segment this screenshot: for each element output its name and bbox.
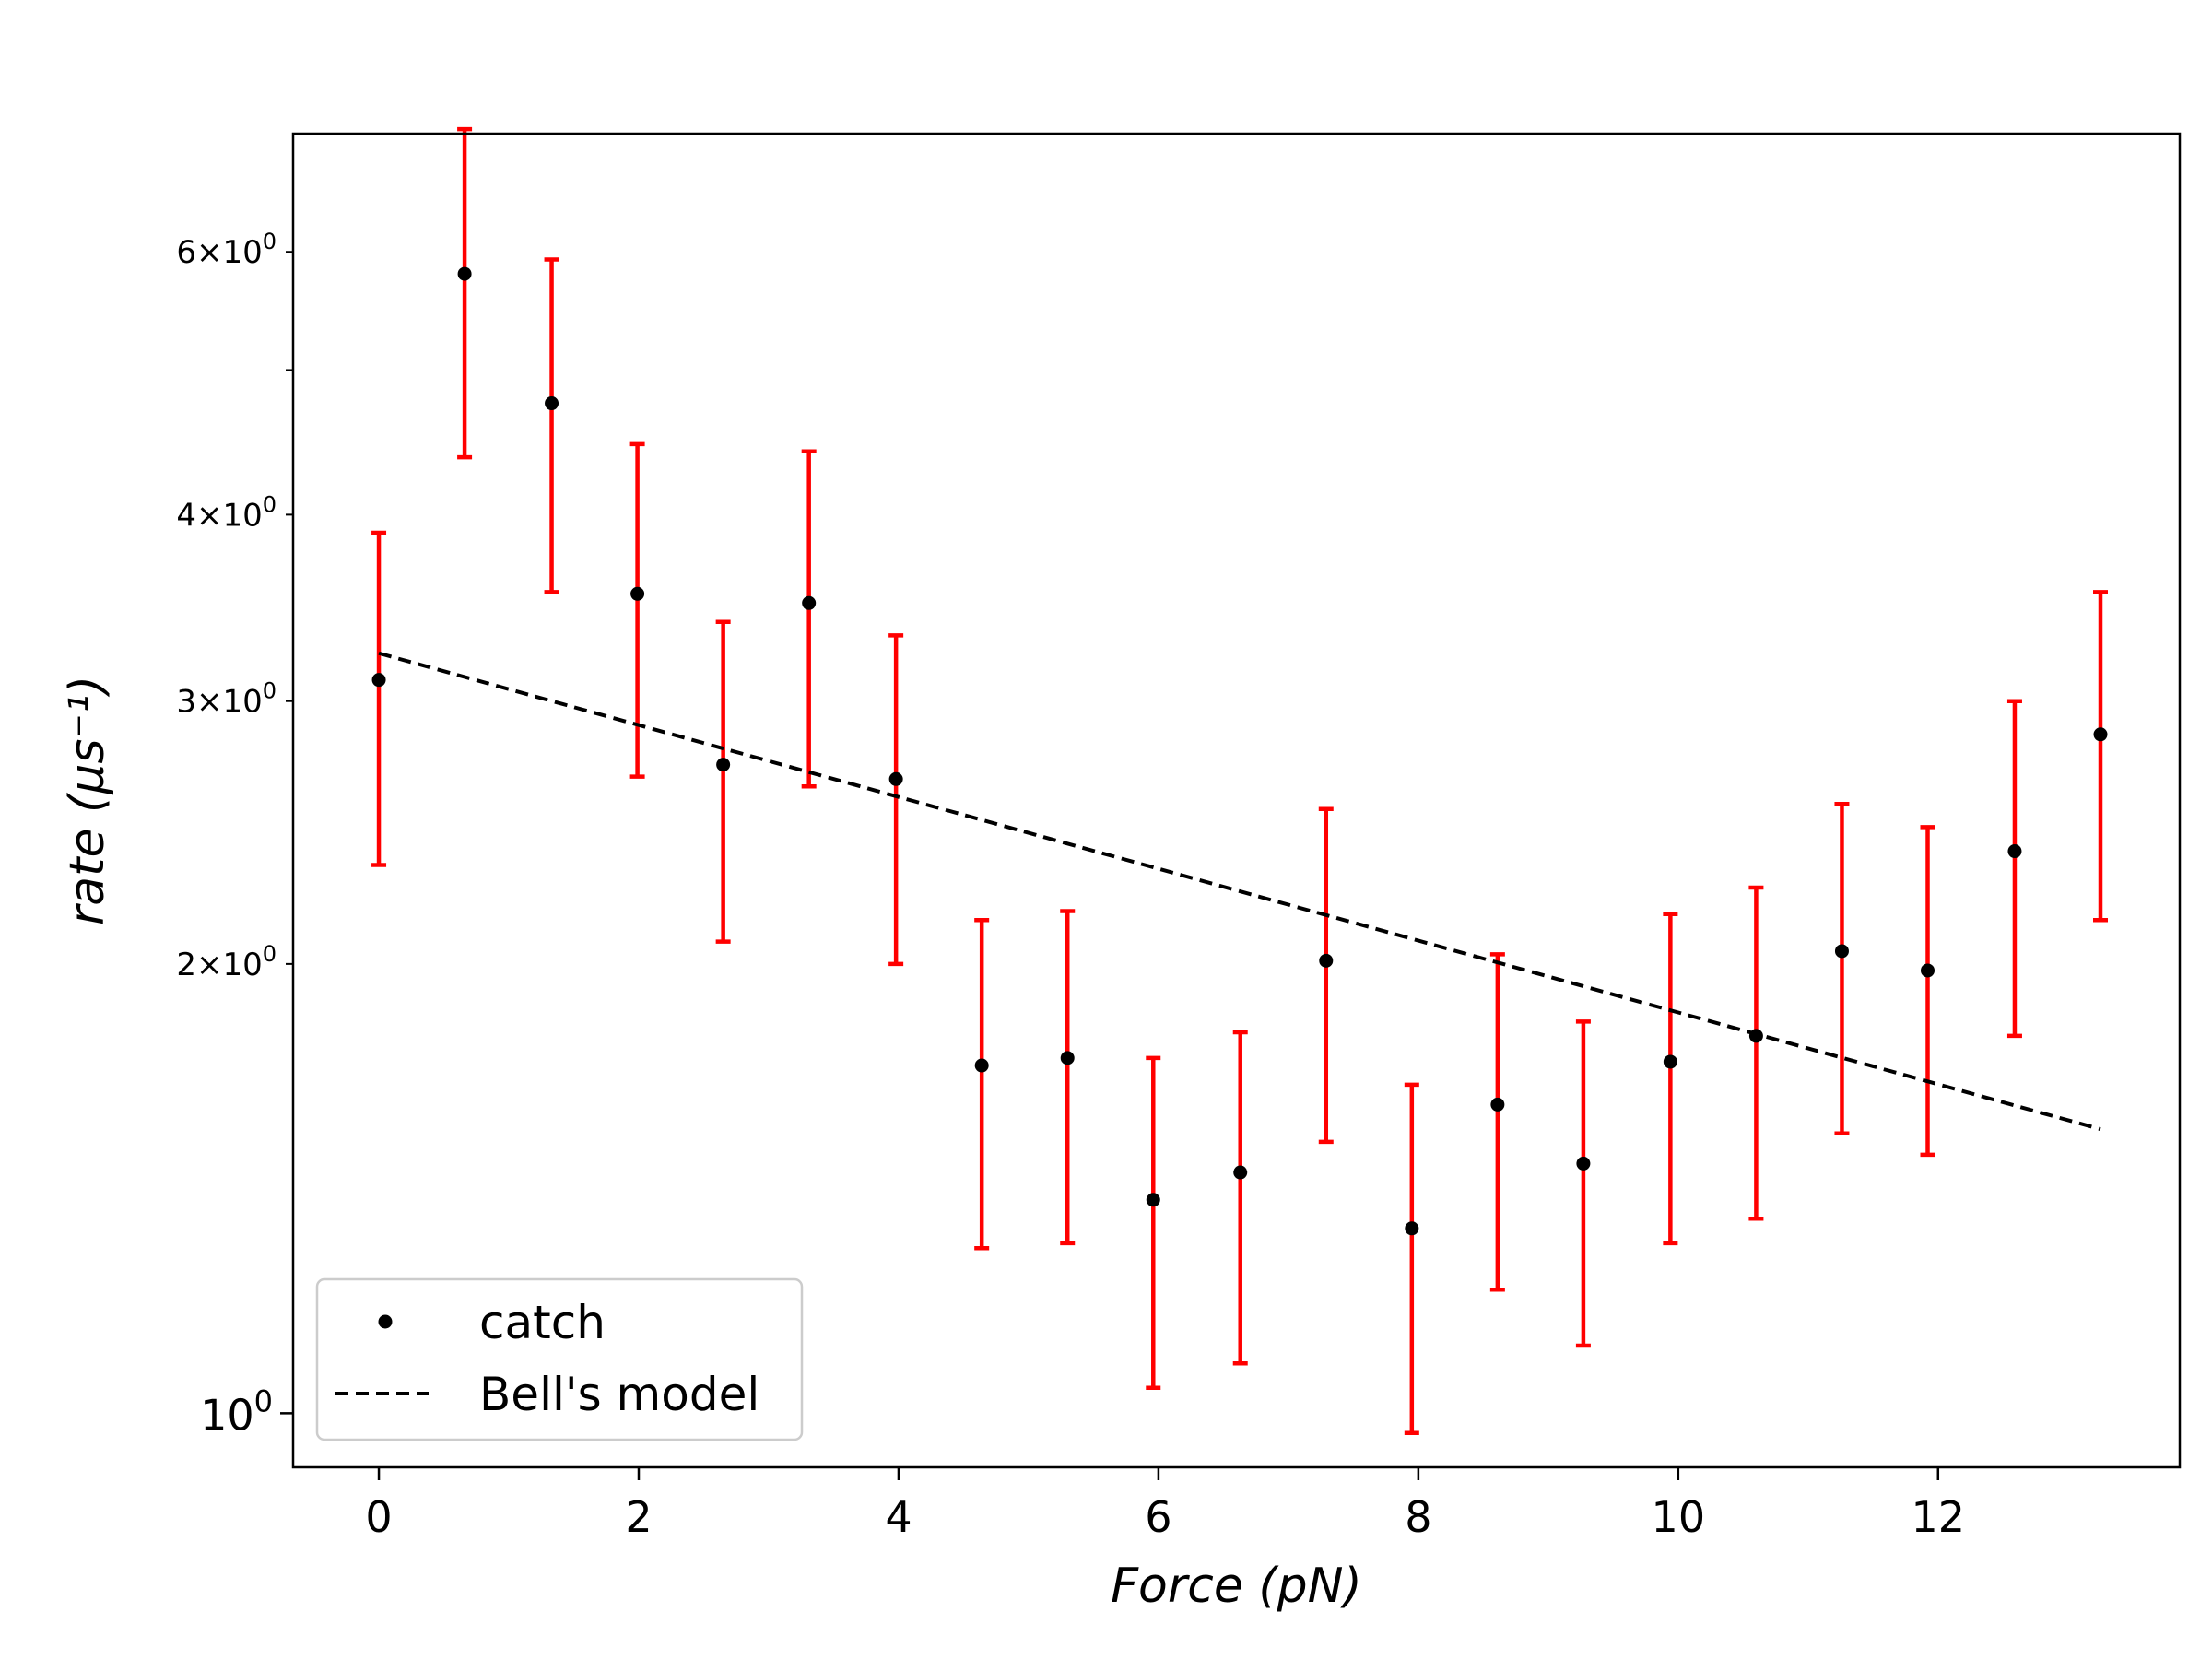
x-tick-label: 2	[625, 1492, 652, 1542]
data-point	[1146, 1193, 1160, 1207]
data-point	[1319, 953, 1334, 968]
legend: catch Bell's model	[315, 1277, 804, 1441]
legend-frame	[315, 1277, 804, 1441]
legend-marker-catch	[378, 1314, 393, 1329]
x-axis-label: Force (pN)	[1111, 1559, 1362, 1614]
data-point	[545, 396, 559, 411]
series-line-bells-model	[378, 651, 2101, 1132]
x-tick-label: 12	[1912, 1492, 1966, 1542]
plot-area: 0 2 4 6 8 10 12 100 2×100 3×100 4×100 6×100 Force (p…	[60, 126, 2182, 1614]
data-point	[1576, 1156, 1591, 1171]
data-point	[1490, 1097, 1505, 1112]
axes-frame	[291, 132, 2182, 1469]
data-point	[1233, 1165, 1248, 1180]
data-point	[1748, 1029, 1763, 1043]
y-tick-label: 100	[200, 1383, 273, 1440]
x-tick-label: 10	[1652, 1492, 1706, 1542]
data-point	[1663, 1054, 1677, 1069]
y-tick-label: 6×100	[176, 229, 276, 271]
y-axis-label: rate (μs⁻¹)	[60, 676, 115, 925]
data-point	[974, 1058, 989, 1073]
x-tick-label: 8	[1405, 1492, 1431, 1542]
data-point	[371, 673, 386, 688]
legend-label-bells-model: Bell's model	[479, 1368, 759, 1421]
data-point	[888, 771, 903, 786]
legend-label-catch: catch	[479, 1296, 606, 1349]
data-point	[1921, 963, 1936, 978]
y-tick-label: 3×100	[176, 678, 276, 721]
data-point	[1405, 1221, 1419, 1236]
y-tick-label: 2×100	[176, 941, 276, 983]
y-tick-label: 4×100	[176, 491, 276, 534]
x-tick-label: 4	[885, 1492, 912, 1542]
x-tick-label: 0	[365, 1492, 392, 1542]
data-point	[630, 586, 645, 601]
data-point	[802, 595, 817, 610]
data-point	[457, 266, 472, 281]
data-point	[1834, 944, 1849, 959]
data-point	[716, 758, 731, 772]
data-point	[2093, 727, 2108, 742]
data-point	[2007, 844, 2022, 859]
data-point	[1060, 1051, 1075, 1065]
x-tick-label: 6	[1145, 1492, 1171, 1542]
